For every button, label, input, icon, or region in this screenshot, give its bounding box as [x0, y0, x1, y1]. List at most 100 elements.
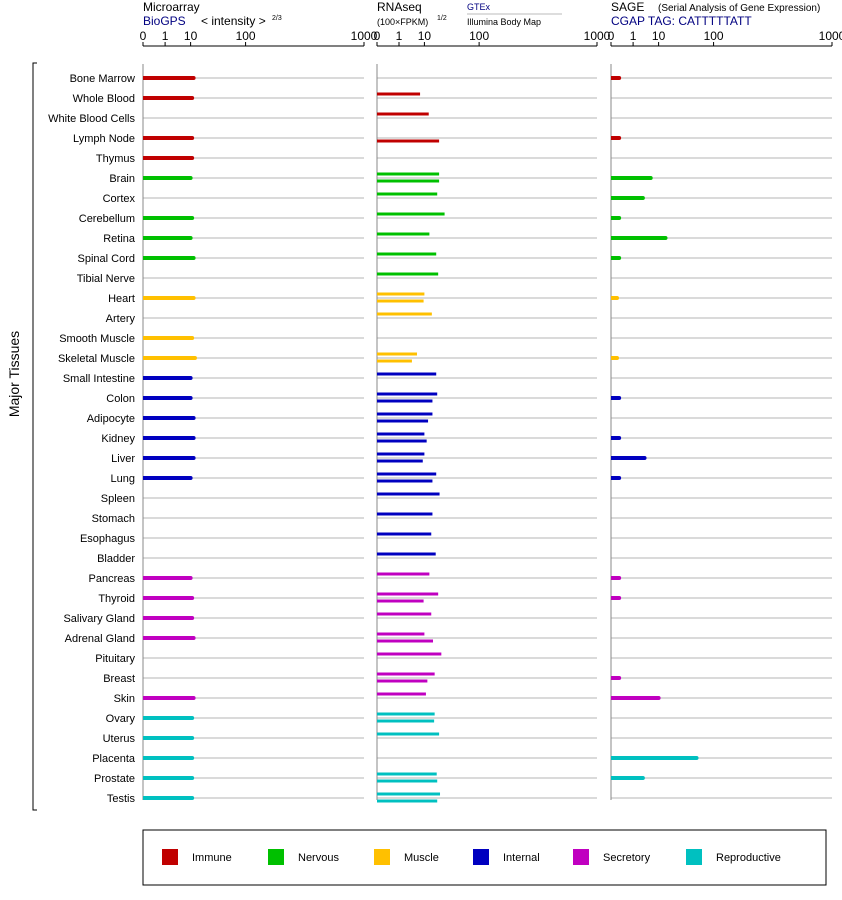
y-axis-bracket [32, 62, 37, 811]
microarray-bar-cap [191, 696, 196, 700]
microarray-bar [143, 176, 191, 180]
sage-bar [611, 456, 645, 460]
rnaseq-bar [377, 612, 432, 616]
legend-label-nervous: Nervous [298, 852, 339, 864]
sage-bar [611, 236, 666, 240]
rnaseq-bar [377, 672, 435, 676]
microarray-bar-cap [188, 376, 193, 380]
sage-bar-cap [663, 236, 668, 240]
microarray-bar-cap [188, 176, 193, 180]
sage-bar [611, 576, 620, 580]
microarray-bar-cap [190, 616, 195, 620]
tissue-label: Adrenal Gland [65, 633, 135, 645]
microarray-unit: < intensity > [201, 14, 266, 28]
rnaseq-bar [377, 419, 429, 423]
sage-tick-label: 100 [704, 29, 724, 43]
tissue-label: Small Intestine [63, 373, 135, 385]
rnaseq-bar [377, 212, 445, 216]
rnaseq-bar [377, 592, 439, 596]
tissue-label: Colon [106, 393, 135, 405]
sage-bar-cap [617, 256, 622, 260]
microarray-bar-cap [190, 96, 195, 100]
tissue-label: Cortex [103, 193, 136, 205]
microarray-bar [143, 596, 193, 600]
rnaseq-bar [377, 772, 437, 776]
microarray-bar-cap [190, 216, 195, 220]
rnaseq-bar [377, 412, 433, 416]
legend-swatch-internal [473, 849, 489, 865]
microarray-bar [143, 776, 193, 780]
sage-bar [611, 296, 617, 300]
tissue-label: Liver [111, 453, 135, 465]
rnaseq-bar [377, 472, 437, 476]
legend-swatch-immune [162, 849, 178, 865]
tissue-label: Kidney [101, 433, 135, 445]
tissue-label: Skin [114, 693, 135, 705]
microarray-bar [143, 796, 193, 800]
sage-bar-cap [656, 696, 661, 700]
tissue-label: White Blood Cells [48, 113, 135, 125]
tissue-label: Brain [109, 173, 135, 185]
rnaseq-bar [377, 359, 412, 363]
microarray-bar-cap [191, 416, 196, 420]
microarray-bar [143, 576, 191, 580]
rnaseq-bar [377, 399, 433, 403]
microarray-bar [143, 716, 193, 720]
microarray-bar [143, 416, 194, 420]
rnaseq-bar [377, 439, 427, 443]
legend-swatch-secretory [573, 849, 589, 865]
microarray-bar [143, 336, 193, 340]
microarray-bar-cap [190, 596, 195, 600]
rnaseq-bar [377, 572, 430, 576]
sage-bar [611, 676, 620, 680]
biogps-link[interactable]: BioGPS [143, 14, 186, 28]
sage-bar-cap [617, 136, 622, 140]
microarray-bar-cap [188, 396, 193, 400]
rnaseq-bar [377, 352, 417, 356]
microarray-bar [143, 756, 193, 760]
tissue-label: Stomach [92, 513, 135, 525]
sage-bar-cap [694, 756, 699, 760]
microarray-bar-cap [191, 456, 196, 460]
microarray-tick-label: 1000 [351, 29, 378, 43]
gtex-link[interactable]: GTEx [467, 2, 491, 12]
microarray-bar [143, 736, 193, 740]
tissue-label: Pancreas [89, 573, 136, 585]
microarray-bar-cap [191, 256, 196, 260]
tissue-label: Pituitary [95, 653, 135, 665]
sage-bar [611, 176, 651, 180]
sage-tick-label: 1 [630, 29, 637, 43]
rnaseq-unit-exponent: 1/2 [437, 15, 447, 22]
legend-swatch-muscle [374, 849, 390, 865]
sage-bar [611, 476, 620, 480]
microarray-bar [143, 356, 195, 360]
tissue-label: Bladder [97, 553, 135, 565]
microarray-unit-exponent: 2/3 [272, 15, 282, 22]
cgap-tag-link[interactable]: CGAP TAG: CATTTTTATT [611, 14, 752, 28]
rnaseq-tick-label: 100 [469, 29, 489, 43]
microarray-bar [143, 216, 193, 220]
microarray-bar-cap [192, 356, 197, 360]
tissue-label: Tibial Nerve [77, 273, 135, 285]
rnaseq-bar [377, 639, 434, 643]
microarray-tick-label: 0 [140, 29, 147, 43]
microarray-bar-cap [191, 436, 196, 440]
tissue-label: Spinal Cord [78, 253, 135, 265]
microarray-bar [143, 136, 193, 140]
sage-tick-label: 10 [652, 29, 666, 43]
microarray-bar-cap [190, 716, 195, 720]
sage-bar [611, 596, 620, 600]
microarray-bar [143, 476, 191, 480]
rnaseq-bar [377, 679, 428, 683]
rnaseq-bar [377, 459, 423, 463]
sage-bar [611, 756, 697, 760]
microarray-bar [143, 456, 194, 460]
tissue-label: Lung [111, 473, 135, 485]
sage-bar-cap [617, 476, 622, 480]
rnaseq-bar [377, 492, 440, 496]
sage-bar [611, 136, 620, 140]
rnaseq-bar [377, 299, 424, 303]
sage-bar-cap [617, 576, 622, 580]
rnaseq-bar [377, 372, 437, 376]
